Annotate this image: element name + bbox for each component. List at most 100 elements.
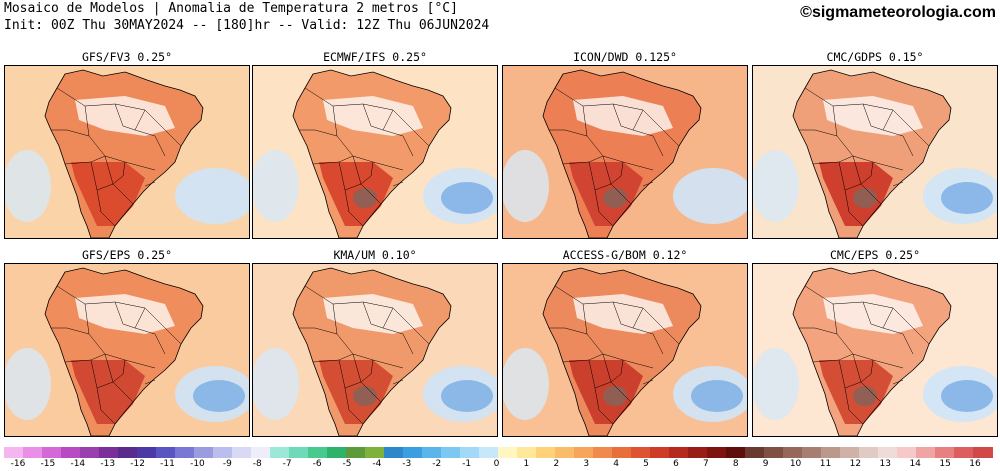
colorbar-swatch: [593, 447, 613, 458]
heat-anomaly-core: [71, 360, 145, 424]
colorbar-tick-label: -2: [432, 459, 442, 469]
colorbar-swatch: [574, 447, 594, 458]
colorbar-swatch: [99, 447, 119, 458]
colorbar-swatch: [42, 447, 62, 458]
political-border: [882, 327, 914, 355]
political-border: [862, 103, 894, 131]
colorbar-tick-label: -16: [10, 459, 26, 469]
colorbar-swatch: [631, 447, 651, 458]
political-border: [594, 189, 614, 227]
political-border: [360, 359, 374, 383]
colorbar-tick-label: -3: [402, 459, 412, 469]
amazon-neutral-zone: [823, 96, 923, 136]
colorbar-swatch: [460, 447, 480, 458]
colorbar-swatch: [783, 447, 803, 458]
political-border: [392, 181, 404, 187]
amazon-neutral-zone: [75, 294, 175, 334]
colorbar-swatch: [80, 447, 100, 458]
colorbar-swatch: [821, 447, 841, 458]
color-scale-legend: -16 -15 -14 -13 -12 -11 -10 -9 -8 -7 -6 -5 -4 -3 -2 -1 0…: [0, 445, 1000, 471]
political-border: [96, 387, 116, 425]
map-canvas: [503, 66, 747, 238]
political-border: [882, 129, 914, 157]
extreme-anomaly-core: [353, 188, 377, 208]
extreme-anomaly-core: [853, 188, 877, 208]
colorbar-swatch: [137, 447, 157, 458]
atlantic-cold-core: [691, 380, 743, 412]
anomaly-map: [252, 65, 498, 239]
panel-title: CMC/EPS 0.25°: [829, 248, 920, 262]
colorbar-swatch: [213, 447, 233, 458]
political-border: [144, 379, 156, 385]
political-border: [134, 129, 166, 157]
colorbar-swatch: [650, 447, 670, 458]
coastline: [44, 267, 204, 436]
atlantic-cold-core: [441, 380, 493, 412]
political-border: [362, 301, 394, 329]
political-border: [344, 189, 364, 227]
political-border: [799, 129, 838, 137]
colorbar-swatch: [916, 447, 936, 458]
pacific-cool-patch: [503, 348, 549, 420]
colorbar-swatch: [251, 447, 271, 458]
colorbar-swatch: [194, 447, 214, 458]
colorbar-tick-label: 16: [969, 459, 981, 469]
colorbar-swatch: [384, 447, 404, 458]
colorbar-tick-label: 11: [819, 459, 832, 469]
political-border: [594, 387, 614, 425]
panel-title: ACCESS-G/BOM 0.12°: [562, 248, 688, 262]
political-border: [362, 103, 394, 131]
amazon-neutral-zone: [573, 96, 673, 136]
atlantic-cool-patch: [175, 168, 249, 224]
map-canvas: [253, 264, 497, 436]
brand-watermark: ©sigmameteorologia.com: [800, 4, 996, 21]
panel-title: KMA/UM 0.10°: [333, 248, 417, 262]
colorbar-tick-label: -9: [222, 459, 232, 469]
colorbar-swatch: [954, 447, 974, 458]
colorbar-swatch: [688, 447, 708, 458]
colorbar-swatch: [612, 447, 632, 458]
political-border: [392, 379, 404, 385]
panel-title: GFS/FV3 0.25°: [81, 50, 172, 64]
political-border: [892, 379, 904, 385]
political-border: [892, 181, 904, 187]
political-border: [862, 301, 894, 329]
colorbar-swatch: [61, 447, 81, 458]
colorbar-tick-label: 8: [732, 459, 739, 469]
anomaly-map: [4, 65, 250, 239]
political-border: [144, 181, 156, 187]
political-border: [96, 189, 116, 227]
amazon-neutral-zone: [323, 96, 423, 136]
political-border: [612, 301, 644, 329]
colorbar-tick-label: -4: [372, 459, 382, 469]
colorbar-tick-label: -12: [130, 459, 145, 469]
colorbar-tick-label: -8: [252, 459, 262, 469]
colorbar-tick-label: -6: [312, 459, 322, 469]
political-border: [51, 327, 90, 335]
atlantic-cold-core: [941, 380, 993, 412]
map-canvas: [503, 264, 747, 436]
political-border: [114, 103, 146, 131]
colorbar-tick-label: 13: [879, 459, 892, 469]
colorbar-tick-label: -13: [100, 459, 116, 469]
political-border: [112, 161, 126, 185]
colorbar-swatch: [498, 447, 518, 458]
colorbar-swatch: [422, 447, 442, 458]
map-canvas: [5, 66, 249, 238]
pacific-cool-patch: [253, 348, 299, 420]
init-valid-line: Init: 00Z Thu 30MAY2024 -- [180]hr -- Va…: [4, 18, 490, 33]
colorbar-swatch: [232, 447, 252, 458]
colorbar-tick-label: -15: [40, 459, 56, 469]
political-border: [382, 327, 414, 355]
anomaly-map: [752, 263, 998, 437]
colorbar-swatch: [840, 447, 860, 458]
colorbar-swatch: [327, 447, 347, 458]
atlantic-cold-core: [193, 380, 245, 412]
extreme-anomaly-core: [853, 386, 877, 406]
map-canvas: [753, 66, 997, 238]
colorbar-swatch: [270, 447, 290, 458]
colorbar-swatch: [878, 447, 898, 458]
coastline: [792, 267, 952, 436]
political-border: [382, 129, 414, 157]
anomaly-map: [4, 263, 250, 437]
